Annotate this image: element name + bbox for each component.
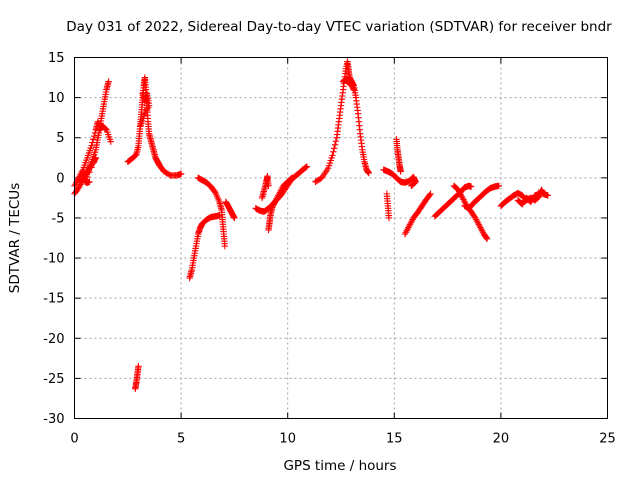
data-point: [544, 192, 552, 199]
y-tick-label: 5: [56, 131, 64, 146]
series-track-13: [312, 58, 372, 186]
data-point: [483, 234, 490, 242]
data-point: [231, 214, 238, 222]
series-track-8: [194, 174, 229, 250]
data-point: [409, 181, 416, 189]
data-point: [105, 78, 112, 85]
data-point: [302, 164, 310, 171]
series-track-18: [401, 190, 434, 238]
data-point: [332, 138, 340, 145]
series-track-4: [124, 74, 185, 179]
data-point: [329, 152, 336, 159]
series-track-7: [186, 212, 223, 282]
data-point: [303, 163, 311, 170]
grid-lines: [74, 57, 608, 419]
x-axis-label: GPS time / hours: [283, 458, 396, 474]
series-track-11: [258, 173, 272, 202]
data-point: [483, 235, 491, 243]
y-tick-labels: 15 10 5 0 -5 -10 -15 -20 -25 -30: [43, 51, 64, 427]
data-point: [177, 170, 185, 178]
data-point: [86, 178, 93, 186]
y-axis-label: SDTVAR / TECUs: [7, 183, 23, 293]
y-tick-label: -25: [43, 372, 64, 387]
series-track-3: [77, 154, 100, 186]
data-point: [287, 175, 295, 182]
series-track-14: [339, 76, 357, 93]
series-track-5: [137, 90, 153, 129]
y-tick-label: -30: [43, 412, 64, 427]
data-point: [350, 86, 357, 93]
y-tick-label: 0: [56, 171, 64, 186]
y-tick-label: -5: [52, 211, 65, 226]
data-point: [89, 139, 96, 146]
y-tick-label: -15: [43, 292, 64, 307]
series-track-21: [461, 182, 502, 212]
y-tick-label: 10: [48, 91, 65, 106]
data-point: [467, 183, 475, 190]
data-point: [495, 182, 502, 190]
data-point: [90, 159, 97, 166]
x-tick-label: 10: [279, 432, 296, 447]
data-point: [265, 182, 272, 190]
x-tick-label: 15: [386, 432, 403, 447]
y-tick-label: 15: [48, 51, 65, 66]
data-point: [88, 164, 95, 171]
data-point: [536, 190, 543, 198]
x-tick-label: 25: [599, 432, 616, 447]
data-point: [427, 190, 434, 198]
data-point: [84, 173, 91, 181]
data-point: [90, 132, 98, 140]
data-point: [426, 191, 433, 199]
data-point: [137, 122, 144, 129]
data-point: [365, 169, 372, 177]
series-track-16: [393, 136, 404, 175]
series-track-23: [514, 190, 543, 208]
series-track-6: [132, 363, 142, 393]
x-tick-label: 5: [177, 432, 185, 447]
x-tick-label: 0: [70, 432, 78, 447]
series-track-12: [265, 174, 296, 234]
x-tick-label: 20: [493, 432, 510, 447]
series-track-15: [380, 166, 419, 190]
data-point: [102, 125, 109, 133]
series-track-2: [71, 118, 114, 190]
series-track-9: [222, 198, 238, 222]
plot-frame: [74, 57, 608, 419]
data-point: [385, 214, 393, 222]
data-point: [331, 141, 339, 148]
data-point: [91, 129, 99, 137]
y-tick-label: -10: [43, 252, 64, 267]
data-point: [330, 148, 337, 156]
data-point: [330, 145, 338, 152]
data-point: [408, 182, 415, 190]
data-point: [107, 138, 114, 145]
data-point: [92, 154, 100, 161]
data-points: [71, 58, 552, 393]
data-point: [221, 242, 229, 250]
x-tick-labels: 0 5 10 15 20 25: [70, 432, 615, 447]
data-point: [288, 174, 296, 182]
series-track-19: [431, 182, 475, 220]
series-track-17: [383, 190, 393, 222]
data-point: [86, 169, 93, 176]
data-point: [90, 136, 97, 143]
data-point: [88, 142, 95, 149]
data-point: [135, 363, 142, 370]
chart-title: Day 031 of 2022, Sidereal Day-to-day VTE…: [66, 19, 612, 35]
y-tick-label: -20: [43, 332, 64, 347]
data-point: [397, 168, 404, 175]
